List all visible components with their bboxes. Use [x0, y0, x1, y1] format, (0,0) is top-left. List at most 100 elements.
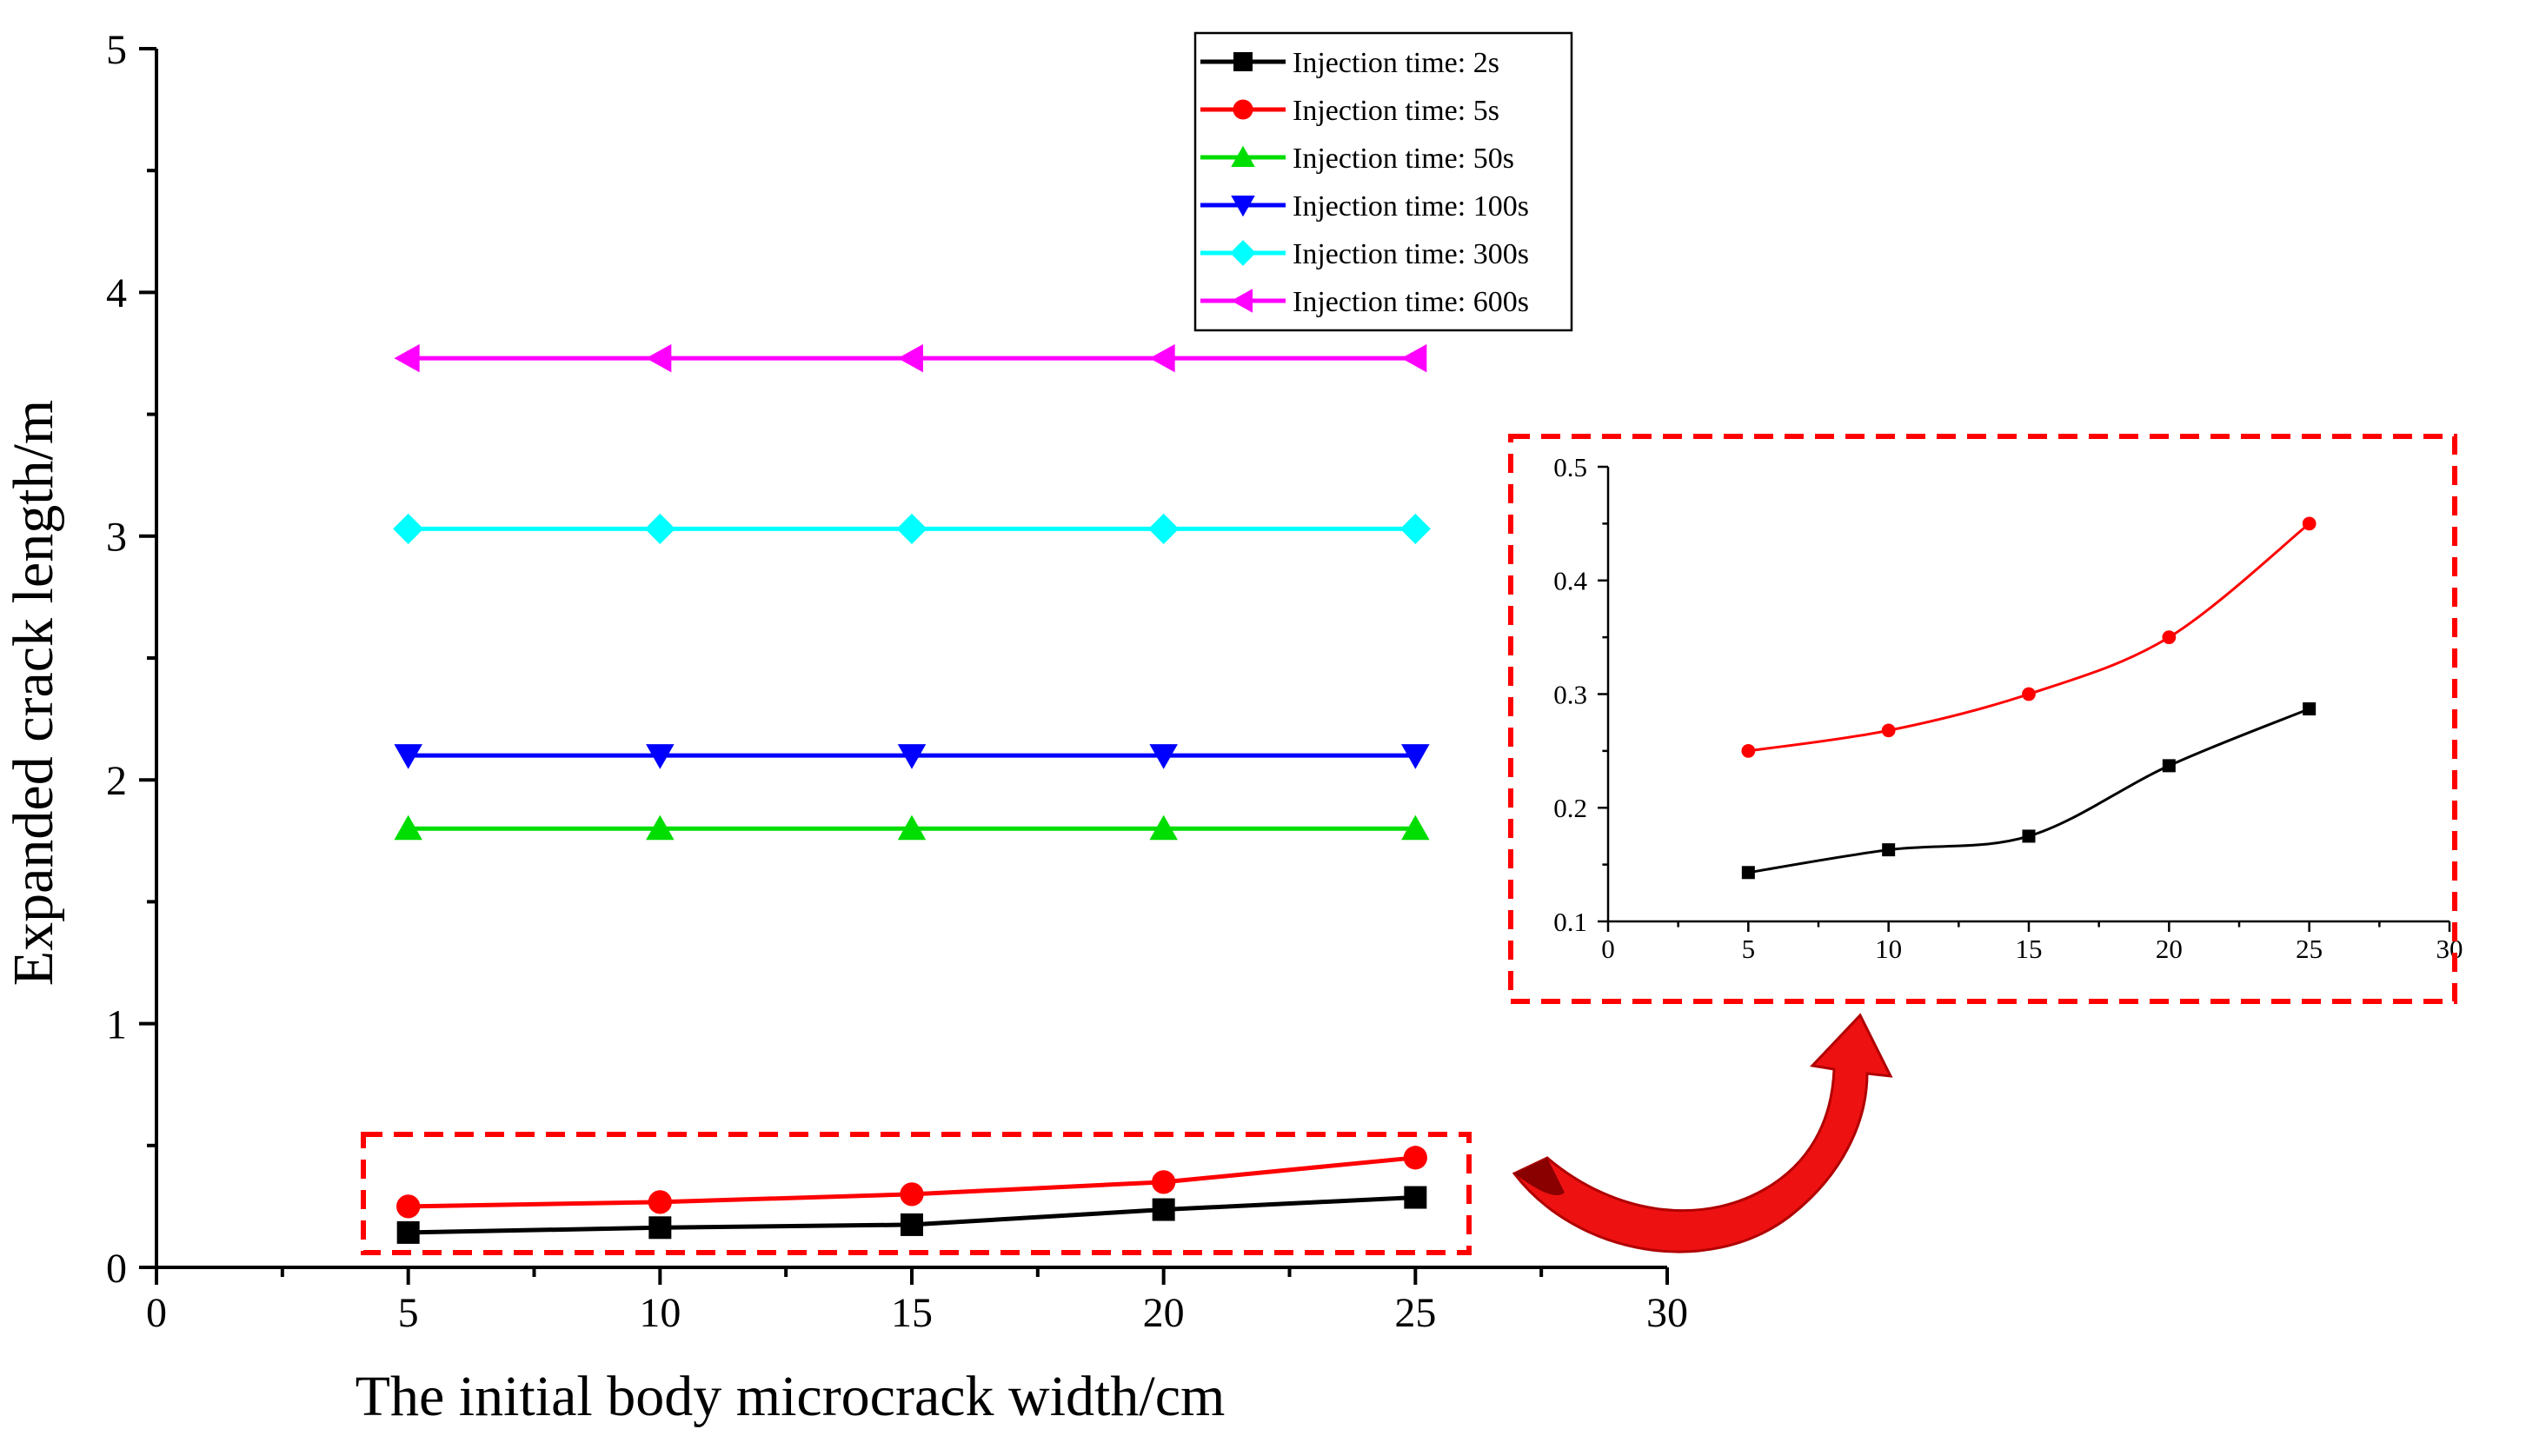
series-injection-time-300s: [393, 513, 1431, 544]
data-point: [1152, 1198, 1175, 1221]
data-point: [648, 1190, 672, 1214]
legend-box: [1193, 31, 1573, 332]
x-tick-label: 25: [1394, 1290, 1436, 1336]
legend-label: Injection time: 5s: [1293, 95, 1499, 127]
x-tick-label: 5: [398, 1290, 419, 1336]
data-point: [1401, 343, 1427, 373]
main-plot: 0 5 10 15 20 25 30 0 1 2 3 4 5 The initial body micro…: [2, 27, 1688, 1428]
inset-y-tick-label: 0.2: [1553, 793, 1587, 823]
x-tick-label: 10: [639, 1290, 681, 1336]
data-point: [1148, 513, 1180, 544]
series-injection-time-50s: [394, 814, 1430, 841]
data-point: [897, 343, 923, 373]
inset-data-point: [2022, 829, 2036, 843]
inset-series-injection-time-2s: [1741, 701, 2317, 880]
legend-swatch-marker: [1233, 52, 1253, 71]
data-point: [897, 744, 927, 769]
legend-swatch-marker: [1231, 289, 1253, 313]
legend-item-injection-time-50s: Injection time: 50s: [1200, 143, 1514, 175]
arrow-shadow: [1514, 1158, 1565, 1196]
legend-item-injection-time-300s: Injection time: 300s: [1200, 238, 1529, 270]
inset-y-tick-label: 0.5: [1553, 452, 1587, 482]
legend-label: Injection time: 300s: [1293, 238, 1529, 270]
inset-x-tick-label: 15: [2016, 934, 2043, 964]
inset-series-injection-time-5s: [1741, 516, 2317, 758]
data-point: [1149, 814, 1178, 841]
y-tick-label: 1: [106, 1001, 127, 1047]
inset-x-tick-label: 0: [1601, 934, 1615, 964]
inset-series-line: [1748, 708, 2310, 874]
inset-data-point: [1741, 744, 1756, 758]
data-point: [900, 1182, 924, 1207]
zoom-region-box: [361, 1132, 1472, 1255]
data-point: [1401, 814, 1430, 841]
legend-swatch-marker: [1233, 99, 1253, 120]
inset-y-tick-label: 0.3: [1553, 679, 1587, 709]
inset-data-point: [2302, 516, 2317, 531]
zoom-annotations: [361, 434, 2457, 1255]
data-point: [644, 513, 675, 544]
data-point: [646, 744, 675, 769]
y-tick-label: 0: [106, 1246, 127, 1292]
inset-data-point: [2022, 687, 2036, 701]
data-point: [1403, 1146, 1427, 1170]
data-point: [1149, 744, 1178, 769]
inset-x-tick-label: 10: [1875, 934, 1902, 964]
legend-item-injection-time-5s: Injection time: 5s: [1200, 95, 1499, 127]
legend: Injection time: 2s Injection time: 5s Inje…: [1193, 31, 1573, 332]
inset-x-tick-label: 5: [1742, 934, 1756, 964]
x-tick-label: 30: [1646, 1290, 1688, 1336]
data-point: [901, 1213, 923, 1236]
inset-x-tick-label: 30: [2436, 934, 2463, 964]
data-point: [394, 814, 422, 841]
inset-y-tick-label: 0.1: [1553, 907, 1587, 937]
inset-x-tick-label: 20: [2156, 934, 2183, 964]
legend-label: Injection time: 600s: [1293, 286, 1529, 318]
inset-x-tick-label: 25: [2296, 934, 2323, 964]
y-tick-label: 4: [106, 270, 127, 316]
legend-swatch-marker: [1230, 240, 1256, 266]
data-point: [394, 343, 420, 373]
series-injection-time-5s: [396, 1146, 1427, 1219]
legend-item-injection-time-100s: Injection time: 100s: [1200, 190, 1529, 223]
data-point: [1152, 1170, 1176, 1194]
data-point: [646, 343, 672, 373]
inset-data-point: [1882, 843, 1896, 857]
arrow-body: [1512, 1013, 1893, 1253]
legend-label: Injection time: 50s: [1293, 143, 1514, 175]
data-point: [648, 1216, 672, 1240]
inset-data-point: [2162, 630, 2177, 644]
data-point: [396, 1220, 420, 1244]
inset-plot: 0 5 10 15 20 25 30 0.1 0.2 0.3 0.4 0.5: [1553, 452, 2463, 964]
inset-frame-box: [1508, 434, 2457, 1004]
data-point: [646, 814, 675, 841]
legend-swatch-marker: [1231, 145, 1255, 167]
x-tick-label: 0: [146, 1290, 167, 1336]
zoom-arrow: [1512, 1013, 1893, 1253]
legend-swatch-marker: [1231, 196, 1255, 217]
x-axis-title: The initial body microcrack width/cm: [356, 1365, 1226, 1428]
y-tick-label: 3: [106, 515, 127, 561]
series-injection-time-100s: [394, 744, 1430, 769]
legend-item-injection-time-600s: Injection time: 600s: [1200, 286, 1529, 318]
inset-data-point: [2162, 759, 2176, 773]
series-injection-time-600s: [394, 343, 1427, 373]
inset-data-point: [1881, 723, 1896, 738]
inset-data-point: [1741, 866, 1755, 880]
x-tick-label: 20: [1143, 1290, 1185, 1336]
legend-label: Injection time: 100s: [1293, 190, 1529, 223]
data-point: [394, 744, 422, 769]
y-axis-title: Expanded crack length/m: [2, 400, 65, 986]
data-point: [396, 1194, 421, 1219]
legend-label: Injection time: 2s: [1293, 47, 1499, 79]
data-point: [1399, 513, 1431, 544]
data-point: [1404, 1186, 1427, 1209]
data-point: [1401, 744, 1430, 769]
data-point: [1149, 343, 1175, 373]
series-injection-time-2s: [396, 1186, 1427, 1244]
x-tick-label: 15: [891, 1290, 933, 1336]
legend-item-injection-time-2s: Injection time: 2s: [1200, 47, 1499, 79]
data-point: [897, 814, 927, 841]
data-point: [393, 513, 424, 544]
